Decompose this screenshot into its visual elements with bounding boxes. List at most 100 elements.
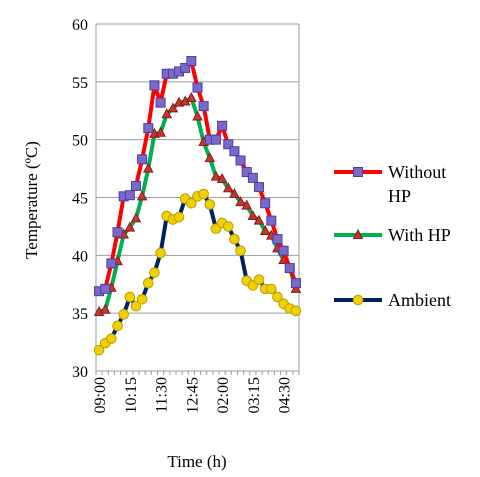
y-tick-label: 60 [72, 17, 88, 34]
data-point [112, 227, 123, 238]
data-point [136, 190, 148, 201]
data-point [253, 214, 265, 225]
legend-marker [352, 294, 364, 306]
x-tick-label: 09:00 [92, 377, 109, 413]
data-point [124, 221, 136, 232]
data-point [106, 333, 117, 344]
legend-label: Ambient [388, 290, 451, 310]
data-point [142, 162, 154, 173]
data-point [259, 224, 271, 236]
y-tick-label: 30 [72, 364, 88, 381]
legend-label: With HP [388, 225, 451, 245]
data-point [155, 126, 166, 137]
legend-marker [352, 228, 364, 239]
y-tick-label: 50 [72, 133, 88, 150]
data-point [210, 134, 221, 145]
data-point [247, 209, 259, 221]
legend-label: Without HP [388, 162, 446, 206]
x-tick-label: 11:30 [154, 377, 171, 413]
data-point [235, 245, 246, 257]
series-without-hp [94, 56, 301, 297]
data-point [290, 282, 302, 293]
data-point [155, 97, 166, 108]
data-point [210, 170, 222, 181]
data-point [204, 199, 216, 210]
legend-item: Without HP [334, 162, 446, 206]
series-layer [93, 56, 302, 356]
data-point [137, 154, 148, 165]
data-point [124, 291, 136, 303]
data-point [167, 102, 179, 113]
data-point [136, 293, 148, 305]
data-point [198, 101, 209, 112]
series-ambient [93, 188, 302, 356]
series-line [98, 59, 298, 294]
legend: Without HP With HP Ambient [334, 162, 451, 310]
data-point [278, 245, 289, 256]
data-point [290, 305, 302, 317]
data-point [222, 221, 234, 232]
data-point [241, 167, 252, 178]
data-point [186, 91, 197, 103]
x-axis-title: Time (h) [167, 452, 226, 471]
data-point [124, 190, 135, 201]
data-point [260, 198, 271, 209]
data-point [161, 108, 173, 119]
data-point [222, 182, 234, 193]
data-point [143, 123, 154, 134]
y-tick-label: 35 [72, 306, 88, 323]
data-point [290, 278, 301, 289]
data-point [100, 283, 111, 294]
y-tick-label: 55 [72, 75, 88, 92]
data-point [235, 155, 246, 166]
data-point [284, 263, 295, 274]
x-tick-label: 10:15 [123, 377, 140, 413]
data-point [180, 62, 191, 73]
data-point [173, 211, 185, 223]
x-tick-label: 03:15 [246, 377, 263, 413]
data-point [149, 80, 160, 91]
data-point [217, 120, 228, 131]
y-tick-label: 40 [72, 248, 88, 265]
legend-item: With HP [334, 225, 451, 245]
data-point [272, 291, 283, 303]
data-point [216, 172, 228, 183]
tick-labels: 30 35 40 45 50 55 60 09:00 10:15 11:30 12:45 02:00 0… [72, 17, 294, 413]
data-point [235, 196, 246, 207]
data-point [198, 188, 209, 200]
data-point [229, 146, 240, 157]
x-tick-label: 04:30 [277, 377, 294, 413]
data-point [247, 172, 258, 183]
data-point [186, 197, 197, 209]
data-point [142, 277, 154, 289]
data-point [130, 300, 142, 312]
data-point [186, 56, 197, 67]
data-point [192, 110, 203, 121]
series-with-hp [93, 91, 302, 317]
data-point [149, 267, 160, 278]
data-point [130, 180, 141, 191]
data-point [118, 309, 129, 320]
y-tick-label: 45 [72, 191, 88, 208]
data-point [241, 199, 253, 210]
data-point [192, 82, 203, 93]
data-point [204, 152, 216, 163]
data-point [93, 344, 105, 356]
data-point [229, 187, 240, 199]
data-point [112, 320, 123, 332]
y-axis-title: Temperature (ºC) [22, 141, 41, 259]
data-point [266, 215, 277, 226]
x-tick-label: 12:45 [184, 377, 201, 413]
data-point [99, 303, 111, 314]
data-point [266, 283, 277, 295]
data-point [130, 212, 142, 223]
data-point [229, 233, 240, 245]
data-point [106, 258, 117, 269]
data-point [254, 182, 265, 193]
legend-marker [353, 167, 363, 177]
data-point [272, 234, 283, 245]
data-point [155, 247, 166, 259]
data-point [253, 274, 265, 285]
data-point [223, 139, 234, 150]
